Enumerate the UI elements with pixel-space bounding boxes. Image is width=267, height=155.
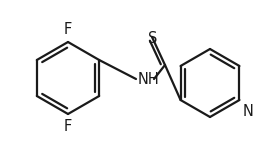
Text: N: N xyxy=(242,104,253,119)
Text: F: F xyxy=(64,119,72,134)
Text: S: S xyxy=(148,31,158,46)
Text: NH: NH xyxy=(138,71,160,86)
Text: F: F xyxy=(64,22,72,37)
